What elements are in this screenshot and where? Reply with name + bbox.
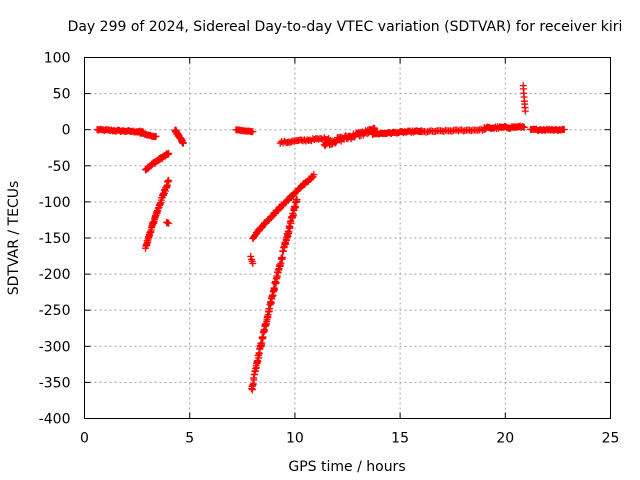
data-point (521, 107, 529, 115)
y-tick-label: -350 (39, 375, 71, 391)
x-tick-label: 15 (391, 431, 409, 447)
x-tick-label: 25 (602, 431, 620, 447)
y-tick-label: -100 (39, 195, 71, 211)
data-point (448, 127, 456, 135)
x-tick-label: 20 (496, 431, 514, 447)
y-tick-label: -250 (39, 303, 71, 319)
data-point (310, 171, 318, 179)
x-tick-label: 10 (286, 431, 304, 447)
grid (84, 57, 611, 419)
y-tick-label: 0 (62, 123, 71, 139)
y-tick-label: 100 (44, 51, 71, 67)
data-point (165, 219, 173, 227)
y-tick-label: -300 (39, 339, 71, 355)
x-tick-label: 5 (185, 431, 194, 447)
y-axis-label: SDTVAR / TECUs (6, 181, 22, 296)
y-tick-label: -200 (39, 267, 71, 283)
data-point (247, 252, 255, 260)
y-tick-label: -150 (39, 231, 71, 247)
data-point (249, 259, 257, 267)
plot-frame (84, 57, 611, 419)
tick-labels: 0 5 10 15 20 25 100 50 0 -50 -100 -150 -200 -250 -300 -… (39, 51, 620, 447)
data-point (179, 139, 187, 147)
data-point (278, 254, 286, 262)
data-point (152, 132, 160, 140)
x-tick-label: 0 (80, 431, 89, 447)
data-point (165, 177, 173, 185)
data-point (249, 128, 257, 136)
data-point (293, 196, 301, 204)
y-tick-label: 50 (53, 87, 71, 103)
data-point (560, 126, 568, 134)
x-axis-label: GPS time / hours (288, 459, 405, 475)
data-point (165, 149, 173, 157)
chart-title: Day 299 of 2024, Sidereal Day-to-day VTE… (68, 19, 623, 35)
data-point (520, 123, 528, 131)
data-series (93, 82, 568, 394)
y-tick-label: -400 (39, 412, 71, 428)
y-tick-label: -50 (48, 159, 71, 175)
axis-ticks (84, 57, 611, 419)
data-point (271, 286, 279, 294)
data-point (254, 358, 262, 366)
data-point (370, 124, 378, 132)
